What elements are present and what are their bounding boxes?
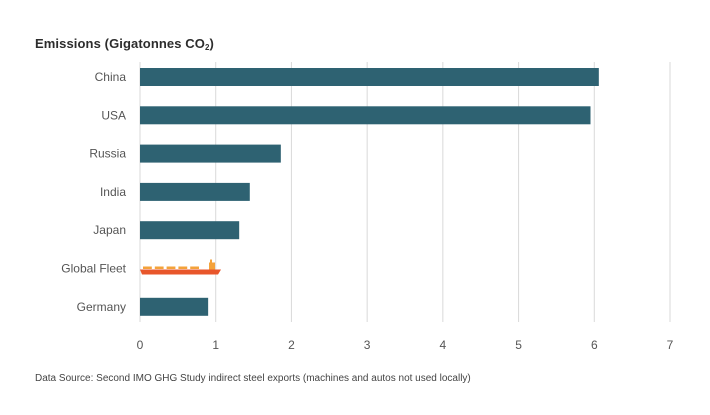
category-label: India: [100, 185, 126, 199]
data-source-footer: Data Source: Second IMO GHG Study indire…: [35, 373, 471, 384]
category-label: Japan: [93, 223, 126, 237]
ship-bridge: [209, 262, 216, 270]
x-tick-label: 3: [364, 338, 371, 352]
category-label: Global Fleet: [61, 262, 126, 276]
bar: [140, 106, 591, 125]
bar: [140, 68, 599, 86]
grid-layer: [139, 62, 671, 322]
ship-hull: [140, 269, 222, 275]
x-tick-label: 5: [515, 338, 522, 352]
category-label: Russia: [89, 147, 126, 161]
category-label: Germany: [77, 300, 126, 314]
ship-cargo: [178, 266, 188, 269]
ship-cargo: [166, 266, 176, 269]
bar: [140, 221, 240, 240]
bar: [140, 144, 281, 163]
x-tick-label: 1: [212, 338, 219, 352]
category-label: USA: [101, 108, 126, 122]
x-tick-label: 0: [137, 338, 144, 352]
bar-layer: [140, 68, 599, 316]
ship-cargo: [143, 266, 152, 269]
chart-title: Emissions (Gigatonnes CO2): [35, 36, 214, 52]
ship-cargo: [154, 266, 164, 269]
label-layer: 0 1 2 3 4 5 6 7 China USA Russia India Japan Global F…: [61, 70, 673, 352]
ship-cargo: [190, 266, 200, 269]
category-label: China: [95, 70, 127, 84]
x-tick-label: 2: [288, 338, 295, 352]
x-tick-label: 6: [591, 338, 598, 352]
bar: [140, 297, 209, 316]
ship-mast: [210, 259, 213, 263]
x-tick-label: 7: [667, 338, 674, 352]
x-tick-label: 4: [440, 338, 447, 352]
ship-icon: [140, 259, 222, 275]
bar: [140, 182, 250, 201]
